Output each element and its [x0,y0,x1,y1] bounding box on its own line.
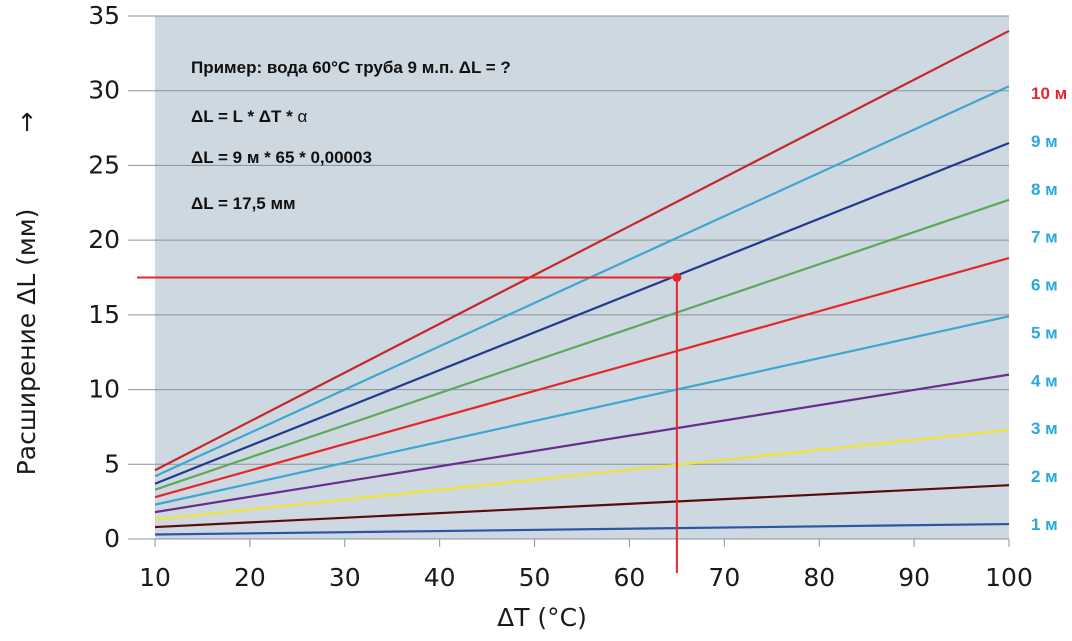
annotation-line-2: ΔL = L * ΔT * α [191,107,307,126]
y-axis-title: Расширение ΔL (мм) [12,209,41,476]
y-axis-arrow: → [12,112,41,133]
series-label: 1 м [1031,515,1058,534]
series-line [154,85,1010,478]
series-label: 3 м [1031,419,1058,438]
y-tick-label: 35 [88,1,120,30]
x-tick-label: 80 [803,563,835,592]
example-marker [137,273,682,573]
x-tick-labels: 10 20 30 40 50 60 70 80 90 100 [139,563,1033,592]
y-tick-label: 5 [104,449,120,478]
series-lines [154,29,1010,536]
x-tick-label: 100 [985,563,1033,592]
x-tick-label: 40 [424,563,456,592]
series-label: 2 м [1031,467,1058,486]
series-label: 6 м [1031,276,1058,295]
series-line [154,522,1010,536]
y-tick-label: 30 [88,76,120,105]
annotation-line-1: Пример: вода 60°C труба 9 м.п. ΔL = ? [191,58,511,77]
x-tick-label: 20 [234,563,266,592]
y-tick-label: 15 [88,300,120,329]
series-label: 4 м [1031,371,1058,390]
x-tick-label: 90 [898,563,930,592]
series-label: 9 м [1031,132,1058,151]
series-line [154,257,1010,499]
series-line [154,373,1010,514]
series-line [154,141,1010,485]
annotation-line-4: ΔL = 17,5 мм [191,194,296,213]
annotation-line-2-formula: ΔL = L * ΔT * [191,107,297,126]
annotation-alpha: α [297,107,307,126]
x-axis-title: ΔT (°C) [497,603,587,632]
y-tick-label: 10 [88,375,120,404]
x-tick-label: 10 [139,563,171,592]
x-tick-label: 50 [519,563,551,592]
series-label: 10 м [1031,84,1067,103]
series-line [154,29,1010,472]
series-label: 5 м [1031,323,1058,342]
series-line [154,198,1010,491]
x-tick-label: 30 [329,563,361,592]
y-tick-label: 25 [88,150,120,179]
series-line [154,484,1010,529]
x-tick-label: 60 [614,563,646,592]
example-point [672,273,682,282]
series-labels: 1 м 2 м 3 м 4 м 5 м 6 м 7 м 8 м 9 м 10 м [1031,84,1067,534]
series-label: 7 м [1031,228,1058,247]
series-label: 8 м [1031,180,1058,199]
x-tick-label: 70 [708,563,740,592]
annotation-line-3: ΔL = 9 м * 65 * 0,00003 [191,148,372,167]
y-tick-labels: 0 5 10 15 20 25 30 35 [88,1,120,553]
series-line [154,315,1010,506]
series-line [154,428,1010,521]
y-tick-label: 20 [88,225,120,254]
annotation-block: Пример: вода 60°C труба 9 м.п. ΔL = ? ΔL… [191,58,511,213]
y-axis-title-group: Расширение ΔL (мм) → [12,112,41,476]
y-tick-label: 0 [104,524,120,553]
